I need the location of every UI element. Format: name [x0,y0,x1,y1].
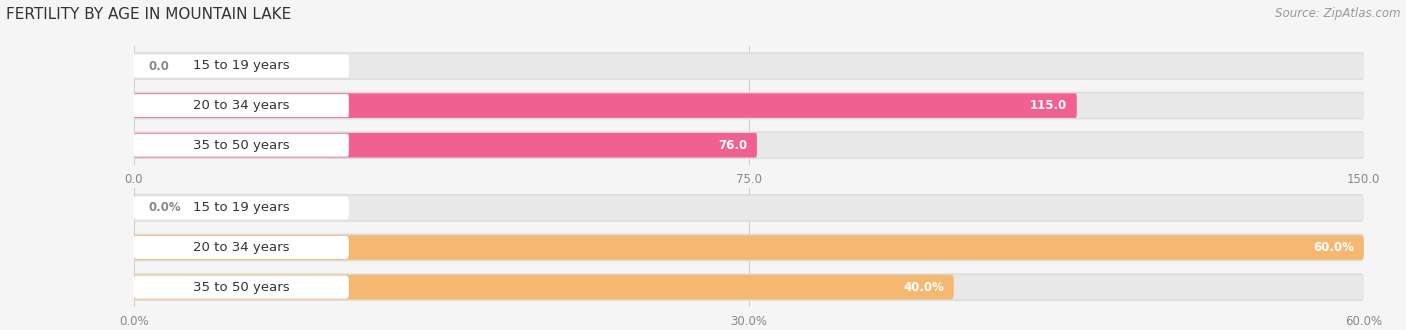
Text: 35 to 50 years: 35 to 50 years [193,280,290,294]
Text: Source: ZipAtlas.com: Source: ZipAtlas.com [1275,7,1400,19]
Text: 15 to 19 years: 15 to 19 years [193,201,290,214]
Text: FERTILITY BY AGE IN MOUNTAIN LAKE: FERTILITY BY AGE IN MOUNTAIN LAKE [6,7,291,21]
FancyBboxPatch shape [134,93,1364,118]
FancyBboxPatch shape [134,93,1077,118]
Text: 15 to 19 years: 15 to 19 years [193,59,290,73]
Text: 0.0%: 0.0% [149,201,181,214]
FancyBboxPatch shape [134,133,1364,157]
FancyBboxPatch shape [134,236,349,259]
FancyBboxPatch shape [134,196,349,219]
FancyBboxPatch shape [134,131,1364,159]
Text: 20 to 34 years: 20 to 34 years [193,241,290,254]
FancyBboxPatch shape [134,273,1364,301]
FancyBboxPatch shape [134,52,1364,80]
FancyBboxPatch shape [134,133,756,157]
FancyBboxPatch shape [134,235,1364,260]
Text: 20 to 34 years: 20 to 34 years [193,99,290,112]
Text: 115.0: 115.0 [1029,99,1067,112]
FancyBboxPatch shape [134,234,1364,261]
FancyBboxPatch shape [134,275,953,299]
FancyBboxPatch shape [134,196,1364,220]
FancyBboxPatch shape [134,235,1364,260]
FancyBboxPatch shape [134,92,1364,119]
Text: 76.0: 76.0 [718,139,747,152]
FancyBboxPatch shape [134,54,349,78]
FancyBboxPatch shape [134,134,349,157]
FancyBboxPatch shape [134,94,349,117]
Text: 60.0%: 60.0% [1313,241,1354,254]
Text: 35 to 50 years: 35 to 50 years [193,139,290,152]
Text: 40.0%: 40.0% [903,280,943,294]
Text: 0.0: 0.0 [149,59,169,73]
FancyBboxPatch shape [134,54,1364,78]
FancyBboxPatch shape [134,275,1364,299]
FancyBboxPatch shape [134,194,1364,222]
FancyBboxPatch shape [134,276,349,299]
